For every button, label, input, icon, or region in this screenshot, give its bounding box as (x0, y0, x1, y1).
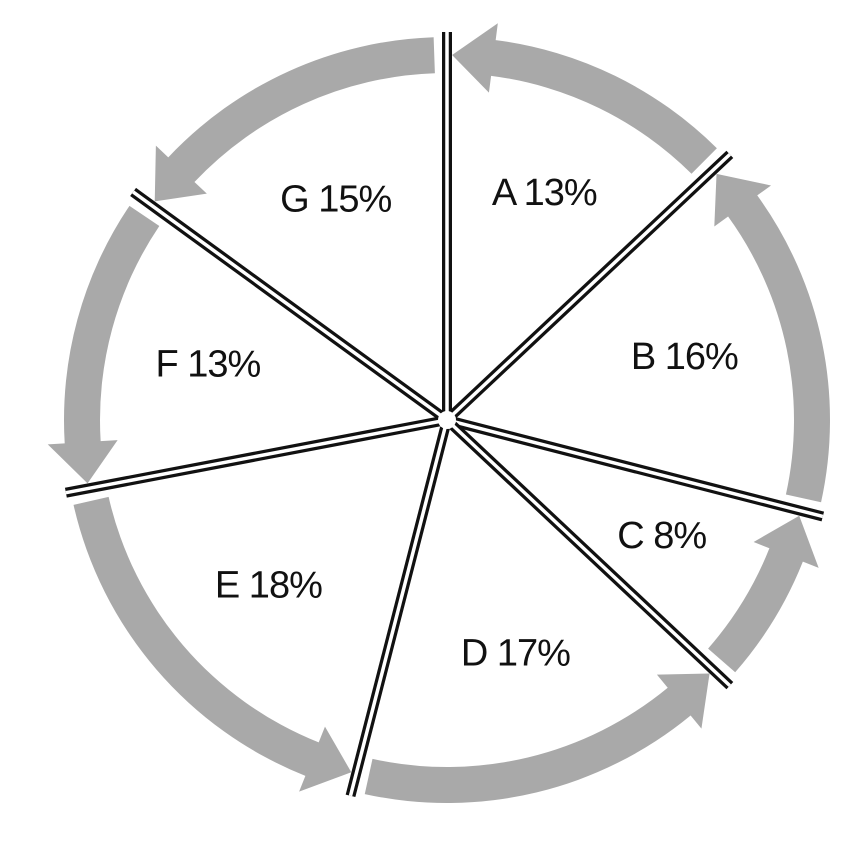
slice-label-e: E 18% (215, 565, 322, 607)
divider-core-3 (451, 424, 732, 687)
slice-label-a: A 13% (492, 172, 597, 214)
slice-labels: A 13% B 16% C 8% D 17% E 18% F 13% G 15% (155, 172, 739, 674)
cycle-arrow-c (708, 515, 819, 673)
divider-core-6 (132, 190, 442, 417)
slice-label-c: C 8% (617, 515, 706, 557)
cycle-arrow-a (452, 23, 717, 174)
cycle-arrow-f (47, 205, 160, 484)
cycle-arrow-d (364, 673, 710, 803)
divider-core-4 (348, 427, 447, 797)
cycle-arrows (47, 23, 831, 803)
divider-core-1 (451, 153, 732, 416)
slice-label-f: F 13% (155, 344, 260, 386)
slice-dividers (64, 32, 825, 798)
cycle-arrow-b (714, 173, 831, 503)
slice-label-b: B 16% (631, 336, 738, 378)
slice-label-g: G 15% (280, 179, 391, 221)
divider-core-2 (454, 420, 824, 519)
cycle-arrow-e (73, 496, 352, 792)
slice-label-d: D 17% (461, 632, 570, 674)
divider-core-5 (65, 419, 440, 495)
center-hub (438, 411, 456, 429)
cycle-arrow-g (154, 37, 435, 202)
